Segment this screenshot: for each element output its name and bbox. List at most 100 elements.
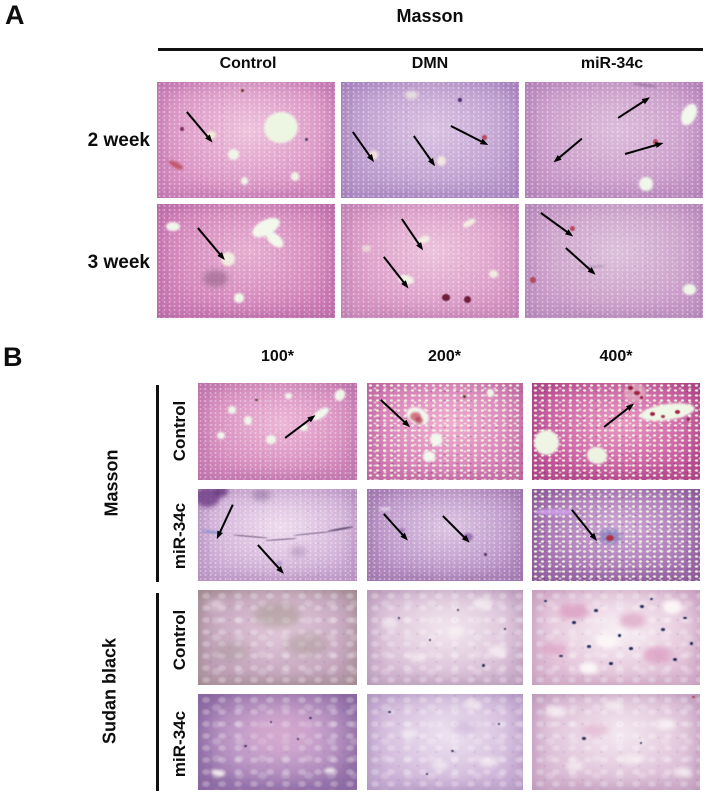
red-speck xyxy=(627,385,633,390)
dark-speck xyxy=(180,127,184,131)
dark-dot xyxy=(543,599,548,603)
annotation-arrow xyxy=(558,137,583,159)
vessel-blob xyxy=(244,415,253,425)
pale-patch xyxy=(400,728,418,739)
pale-patch xyxy=(405,91,418,100)
pink-patch xyxy=(642,647,674,664)
row-label-sudan-mir34c: miR-34c xyxy=(170,710,189,778)
panel-a-column-headers: Control DMN miR-34c xyxy=(157,55,703,73)
pale-patch xyxy=(488,645,507,658)
row-label-3week: 3 week xyxy=(87,252,150,273)
panel-b-letter: B xyxy=(3,342,23,372)
row-label-masson-control: Control xyxy=(170,400,189,462)
panel-a-letter: A xyxy=(5,0,25,30)
b-sudanblack-mir34c-100x xyxy=(198,694,357,790)
pale-patch xyxy=(565,761,585,771)
vessel-oval xyxy=(437,156,446,166)
red-speck xyxy=(674,410,680,415)
panel-a-stain-title: Masson xyxy=(396,6,464,26)
vessel-blob xyxy=(290,172,300,181)
red-streak xyxy=(167,158,185,172)
pale-patch xyxy=(673,766,692,777)
pale-streak xyxy=(378,507,392,512)
sudan-black-group-bracket-line xyxy=(156,593,159,791)
b-masson-control-400x xyxy=(532,383,700,480)
annotation-arrow xyxy=(400,218,420,245)
dark-dot xyxy=(639,605,644,609)
b-sudanblack-control-100x xyxy=(198,590,357,685)
vessel-blob xyxy=(217,431,226,440)
vessel-blob xyxy=(299,423,308,432)
vessel-streak xyxy=(332,387,347,403)
annotation-arrow xyxy=(617,100,644,119)
masson-3week-mir34c xyxy=(525,204,703,318)
dark-speck xyxy=(483,553,487,557)
pale-patch xyxy=(410,652,426,663)
vessel-blob xyxy=(228,406,237,415)
red-cell-cluster xyxy=(410,412,422,421)
pale-patch xyxy=(463,699,482,710)
annotation-arrow xyxy=(450,124,483,143)
annotation-arrow xyxy=(257,544,281,570)
vessel-blob xyxy=(233,292,245,304)
pale-patch xyxy=(447,626,465,637)
vessel-oval xyxy=(369,150,379,160)
vessel-blob xyxy=(677,100,701,128)
red-speck xyxy=(661,415,665,418)
panel-b-image-grid xyxy=(198,383,700,790)
masson-2week-mir34c xyxy=(525,82,703,198)
annotation-arrow xyxy=(379,398,406,423)
b-sudanblack-mir34c-400x xyxy=(532,694,700,790)
annotation-arrow xyxy=(413,135,432,162)
masson-3week-control xyxy=(157,204,335,318)
dark-dot xyxy=(649,597,653,601)
red-dot xyxy=(691,695,695,699)
pink-patch xyxy=(558,603,590,621)
annotation-arrow xyxy=(603,406,630,428)
vessel-channel xyxy=(638,400,696,425)
dark-dot xyxy=(661,628,666,631)
column-header-dmn: DMN xyxy=(411,55,449,72)
panel-b-column-headers: 100* 200* 400* xyxy=(198,348,700,366)
dark-dot xyxy=(503,628,507,631)
annotation-arrow xyxy=(383,513,404,536)
vessel-blob xyxy=(266,435,276,445)
olive-smudge xyxy=(253,603,302,628)
dark-smudge xyxy=(290,546,307,558)
dark-dot xyxy=(689,642,694,645)
dark-dot xyxy=(673,658,678,662)
dark-streak xyxy=(631,82,657,89)
b-sudanblack-control-200x xyxy=(366,590,523,685)
vessel-blob xyxy=(533,429,559,455)
dark-red-speck xyxy=(442,294,450,301)
dark-speck xyxy=(255,398,259,402)
dark-dot xyxy=(456,609,460,612)
annotation-arrow xyxy=(540,212,569,233)
dark-dot xyxy=(481,664,486,667)
crack-line xyxy=(328,525,354,532)
b-masson-control-200x xyxy=(366,383,523,480)
vessel-oval xyxy=(206,130,216,139)
pink-patch xyxy=(619,612,647,628)
dark-dot xyxy=(617,633,622,637)
annotation-arrow xyxy=(571,509,594,537)
dark-smudge xyxy=(252,489,272,501)
column-header-100x: 100* xyxy=(261,348,294,365)
pale-patch xyxy=(382,618,398,629)
dark-dot xyxy=(629,647,634,650)
vessel-blob xyxy=(262,227,287,251)
dark-dot xyxy=(388,711,391,714)
pink-patch xyxy=(542,642,566,657)
dark-dot xyxy=(594,609,598,612)
red-speck xyxy=(530,276,536,283)
vessel-blob xyxy=(240,177,248,186)
pale-patch xyxy=(545,705,568,718)
dark-dot xyxy=(244,744,247,748)
red-speck xyxy=(649,412,655,416)
vessel-blob xyxy=(261,109,300,146)
pale-patch xyxy=(205,599,226,611)
purple-spot xyxy=(399,527,406,534)
dark-dot xyxy=(683,616,687,620)
pale-streak xyxy=(323,767,336,774)
